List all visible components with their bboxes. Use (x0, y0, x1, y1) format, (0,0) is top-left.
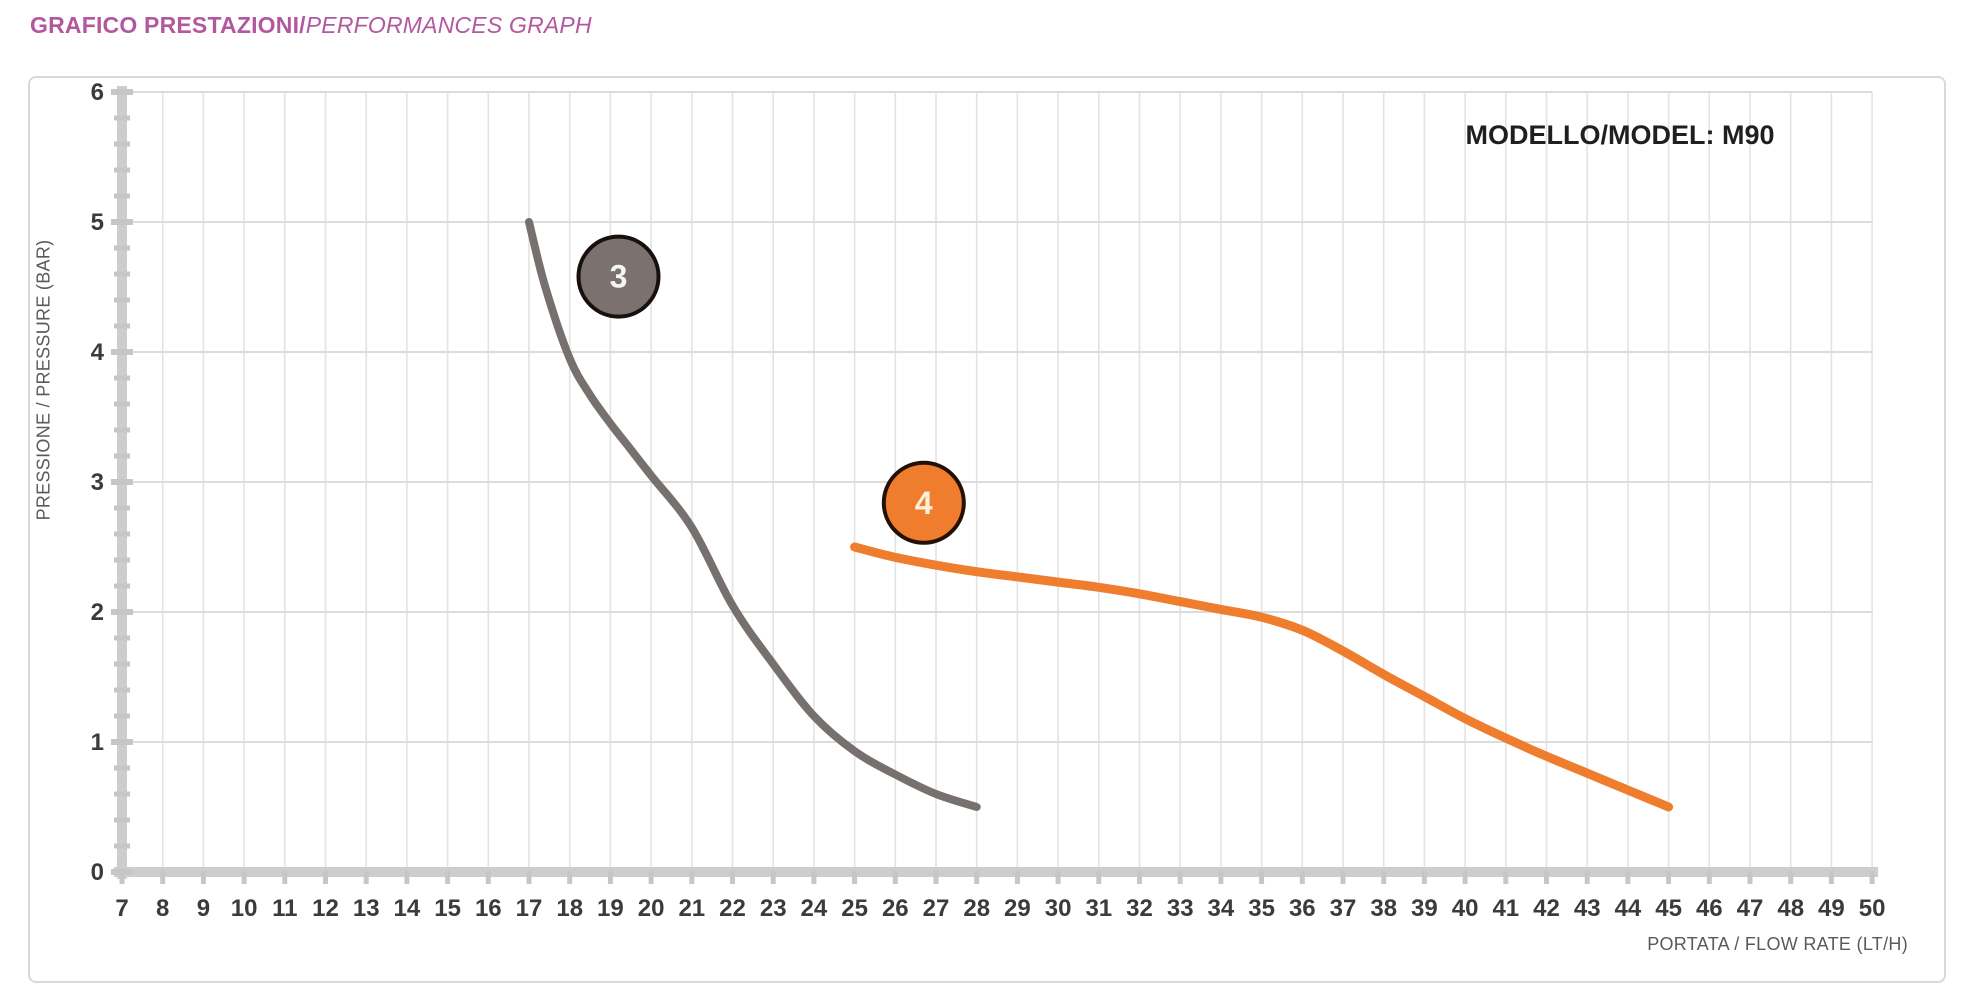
page-title: GRAFICO PRESTAZIONI/PERFORMANCES GRAPH (30, 12, 592, 39)
page-title-english: PERFORMANCES GRAPH (305, 12, 592, 38)
page-title-italian: GRAFICO PRESTAZIONI/ (30, 12, 306, 38)
chart-frame (28, 76, 1946, 983)
x-axis-title: PORTATA / FLOW RATE (LT/H) (1647, 934, 1908, 954)
model-label: MODELLO/MODEL: M90 (1465, 120, 1775, 150)
y-axis-title: PRESSIONE / PRESSURE (BAR) (33, 239, 54, 521)
